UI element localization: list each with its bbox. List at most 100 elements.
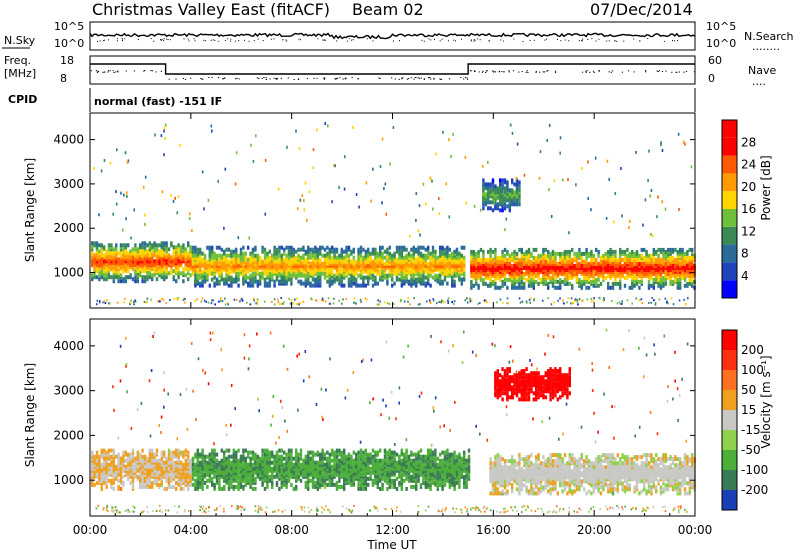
heatmap-cell bbox=[611, 255, 615, 260]
heatmap-cell bbox=[148, 245, 151, 250]
heatmap-cell bbox=[268, 279, 271, 284]
heatmap-cell bbox=[175, 486, 178, 491]
scatter-cell bbox=[277, 187, 280, 191]
heatmap-cell bbox=[518, 186, 521, 191]
noise-cell bbox=[562, 299, 564, 302]
scatter-cell bbox=[587, 197, 589, 200]
nsearch-dot bbox=[116, 38, 118, 40]
nave-dot bbox=[633, 71, 635, 73]
nave-dot bbox=[280, 77, 282, 79]
heatmap-cell bbox=[182, 249, 185, 254]
heatmap-cell bbox=[131, 448, 135, 453]
nave-dot bbox=[486, 70, 488, 72]
heatmap-cell bbox=[112, 255, 115, 260]
heatmap-cell bbox=[151, 249, 154, 254]
nave-dot bbox=[345, 77, 347, 79]
nsky-right-tick-bottom: 10^0 bbox=[706, 37, 736, 50]
heatmap-cell bbox=[299, 267, 303, 272]
noise-cell bbox=[175, 297, 178, 300]
heatmap-cell bbox=[422, 253, 425, 258]
heatmap-cell bbox=[285, 245, 288, 250]
noise-cell bbox=[526, 301, 528, 304]
scatter-cell bbox=[523, 173, 526, 177]
heatmap-cell bbox=[539, 277, 543, 282]
heatmap-cell bbox=[503, 263, 507, 268]
heatmap-cell bbox=[515, 271, 519, 276]
heatmap-cell bbox=[167, 271, 171, 276]
noise-cell bbox=[439, 300, 441, 303]
scatter-cell bbox=[164, 136, 166, 140]
nsearch-dot bbox=[187, 38, 189, 40]
heatmap-cell bbox=[307, 271, 310, 276]
colorbar-label: 8 bbox=[741, 247, 749, 261]
heatmap-cell bbox=[112, 251, 115, 256]
scatter-cell bbox=[384, 182, 387, 186]
scatter-cell bbox=[381, 137, 384, 141]
heatmap-cell bbox=[235, 259, 238, 264]
scatter-cell bbox=[415, 192, 418, 196]
heatmap-cell bbox=[117, 454, 120, 459]
heatmap-cell bbox=[621, 257, 624, 262]
scatter-cell bbox=[299, 198, 302, 202]
noise-cell bbox=[687, 297, 689, 300]
scatter-cell bbox=[381, 201, 383, 205]
heatmap-cell bbox=[369, 269, 372, 274]
heatmap-cell bbox=[319, 245, 322, 250]
heatmap-cell bbox=[182, 486, 185, 491]
noise-cell bbox=[441, 299, 443, 302]
noise-cell bbox=[650, 301, 652, 304]
nave-dot bbox=[491, 70, 494, 72]
heatmap-cell bbox=[119, 243, 123, 248]
nave-dot bbox=[95, 70, 97, 72]
noise-cell bbox=[466, 297, 468, 300]
heatmap-cell bbox=[415, 281, 418, 286]
nave-dot bbox=[410, 77, 412, 79]
heatmap-cell bbox=[316, 247, 319, 252]
heatmap-cell bbox=[547, 249, 550, 254]
nsearch-dot bbox=[533, 39, 535, 41]
heatmap-cell bbox=[215, 474, 219, 479]
heatmap-cell bbox=[105, 480, 108, 485]
heatmap-cell bbox=[259, 281, 262, 286]
heatmap-cell bbox=[196, 448, 199, 453]
heatmap-cell bbox=[170, 466, 173, 471]
heatmap-cell bbox=[585, 285, 588, 290]
heatmap-cell bbox=[374, 261, 377, 266]
heatmap-cell bbox=[160, 466, 163, 471]
heatmap-cell bbox=[583, 281, 586, 286]
heatmap-cell bbox=[494, 255, 497, 260]
nave-dot bbox=[335, 78, 337, 80]
heatmap-cell bbox=[232, 448, 235, 453]
noise-cell bbox=[159, 300, 161, 303]
heatmap-cell bbox=[602, 269, 605, 274]
nave-dot bbox=[125, 70, 127, 72]
heatmap-cell bbox=[436, 259, 439, 264]
nave-dot bbox=[645, 70, 647, 72]
heatmap-cell bbox=[669, 279, 672, 284]
heatmap-cell bbox=[117, 478, 120, 483]
noise-cell bbox=[407, 297, 409, 300]
heatmap-cell bbox=[199, 460, 202, 465]
nsearch-dot bbox=[124, 38, 126, 40]
heatmap-cell bbox=[487, 206, 490, 211]
nave-dot bbox=[547, 70, 549, 71]
heatmap-cell bbox=[134, 460, 137, 465]
heatmap-cell bbox=[415, 257, 418, 262]
scatter-cell bbox=[644, 198, 647, 202]
heatmap-cell bbox=[431, 253, 435, 258]
heatmap-cell bbox=[290, 253, 293, 258]
heatmap-cell bbox=[453, 249, 456, 254]
noise-cell bbox=[658, 298, 661, 301]
scatter-cell bbox=[312, 166, 315, 170]
nsearch-dot bbox=[433, 38, 435, 40]
heatmap-cell bbox=[314, 253, 317, 258]
heatmap-cell bbox=[158, 476, 161, 481]
heatmap-cell bbox=[503, 178, 507, 183]
noise-cell bbox=[253, 299, 255, 302]
scatter-cell bbox=[264, 212, 267, 216]
heatmap-cell bbox=[211, 476, 214, 481]
heatmap-cell bbox=[602, 259, 605, 264]
heatmap-cell bbox=[407, 279, 411, 284]
heatmap-cell bbox=[667, 275, 670, 280]
noise-cell bbox=[322, 300, 325, 303]
